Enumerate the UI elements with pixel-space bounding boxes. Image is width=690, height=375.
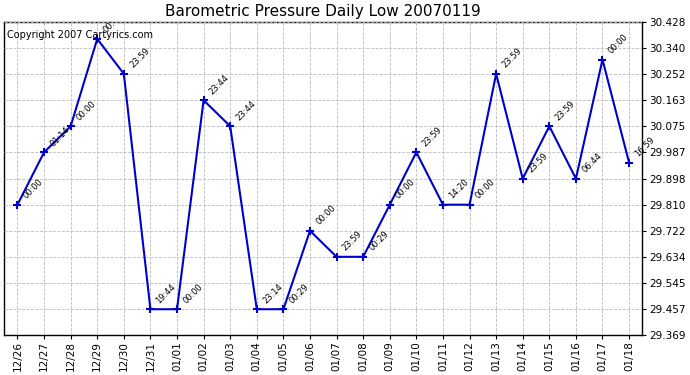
Text: 23:59: 23:59 — [128, 46, 151, 70]
Text: 00:00: 00:00 — [394, 177, 417, 201]
Text: 23:59: 23:59 — [553, 99, 577, 122]
Text: Copyright 2007 Cartyrics.com: Copyright 2007 Cartyrics.com — [8, 30, 153, 39]
Text: 00:00: 00:00 — [474, 177, 497, 201]
Text: 00:: 00: — [101, 19, 117, 35]
Text: 01:14: 01:14 — [48, 125, 71, 148]
Title: Barometric Pressure Daily Low 20070119: Barometric Pressure Daily Low 20070119 — [166, 4, 481, 19]
Text: 06:44: 06:44 — [580, 151, 603, 174]
Text: 23:59: 23:59 — [500, 46, 524, 70]
Text: 23:59: 23:59 — [420, 125, 444, 148]
Text: 00:29: 00:29 — [288, 282, 310, 305]
Text: 00:00: 00:00 — [75, 99, 98, 122]
Text: 19:44: 19:44 — [155, 282, 178, 305]
Text: 14:20: 14:20 — [447, 177, 471, 201]
Text: 23:59: 23:59 — [527, 151, 550, 174]
Text: 23:44: 23:44 — [235, 99, 257, 122]
Text: 16:59: 16:59 — [633, 135, 656, 159]
Text: 00:00: 00:00 — [181, 282, 204, 305]
Text: 00:00: 00:00 — [314, 203, 337, 226]
Text: 23:44: 23:44 — [208, 73, 231, 96]
Text: 00:00: 00:00 — [21, 177, 45, 201]
Text: 23:59: 23:59 — [341, 230, 364, 253]
Text: 23:14: 23:14 — [261, 282, 284, 305]
Text: 00:00: 00:00 — [607, 32, 630, 56]
Text: 00:29: 00:29 — [367, 230, 391, 253]
